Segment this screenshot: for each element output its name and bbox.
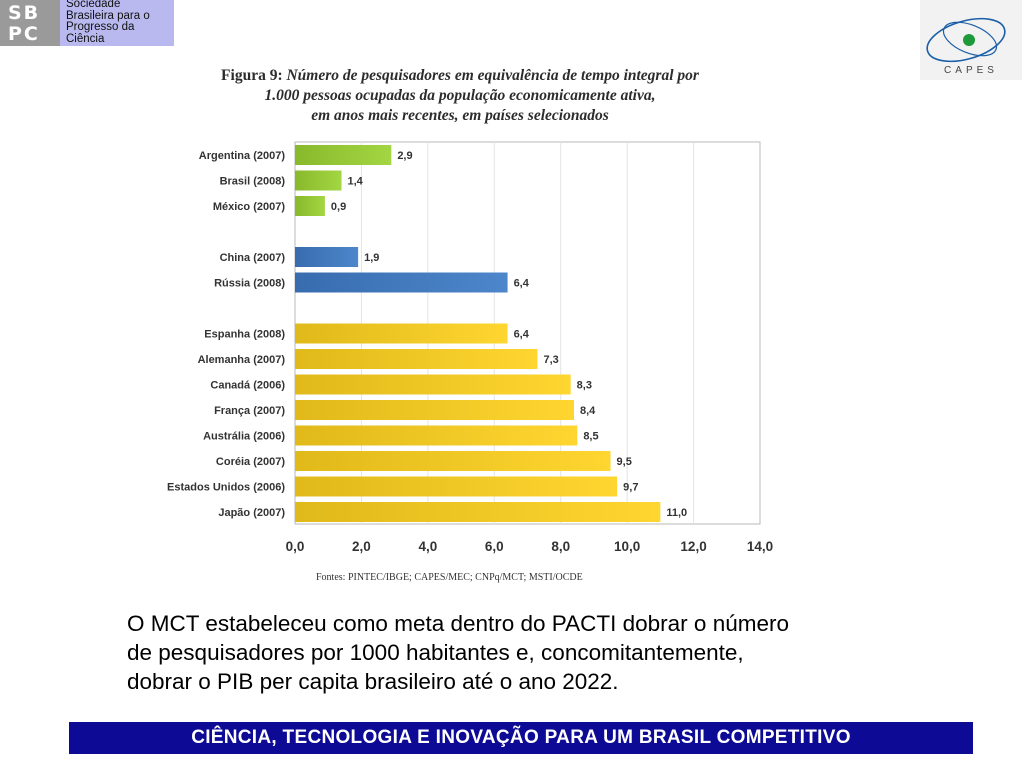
sbpc-logo-line2: PC <box>8 23 40 45</box>
category-label: Estados Unidos (2006) <box>167 482 285 494</box>
body-text: O MCT estabeleceu como meta dentro do PA… <box>127 609 927 696</box>
bar <box>295 196 325 216</box>
figure-title-line: Número de pesquisadores em equivalência … <box>286 67 699 84</box>
sbpc-logo-name: Sociedade Brasileira para o Progresso da… <box>66 0 174 45</box>
category-label: Alemanha (2007) <box>198 354 286 366</box>
figure-title-line: 1.000 pessoas ocupadas da população econ… <box>264 87 656 104</box>
bar <box>295 323 508 344</box>
body-text-line: dobrar o PIB per capita brasileiro até o… <box>127 669 619 694</box>
chart-source: Fontes: PINTEC/IBGE; CAPES/MEC; CNPq/MCT… <box>316 572 583 583</box>
capes-logo: CAPES <box>920 0 1022 80</box>
bar <box>295 247 359 267</box>
data-label: 7,3 <box>543 354 558 366</box>
sbpc-name-line: Progresso da <box>66 21 135 34</box>
sbpc-name-line: Ciência <box>66 32 105 45</box>
sbpc-logo-line1: SB <box>8 2 41 24</box>
sbpc-name-line: Brasileira para o <box>66 9 150 22</box>
data-label: 9,5 <box>617 456 632 468</box>
data-label: 8,4 <box>580 405 596 417</box>
sbpc-name-line: Sociedade <box>66 0 121 10</box>
x-tick-label: 8,0 <box>551 539 570 554</box>
x-tick-label: 4,0 <box>418 539 437 554</box>
category-label: Canadá (2006) <box>210 380 285 392</box>
x-tick-label: 12,0 <box>680 539 706 554</box>
bar-chart: 0,0 2,0 4,0 6,0 8,0 10,0 12,0 14,0 Argentina (20… <box>167 141 773 554</box>
x-tick-label: 6,0 <box>485 539 504 554</box>
body-text-line: O MCT estabeleceu como meta dentro do PA… <box>127 611 789 636</box>
category-label: França (2007) <box>214 405 285 417</box>
x-tick-label: 2,0 <box>352 539 371 554</box>
bar <box>295 476 618 497</box>
capes-logo-text: CAPES <box>944 65 998 76</box>
category-label: México (2007) <box>213 201 285 213</box>
category-label: Coréia (2007) <box>216 456 285 468</box>
bar <box>295 145 392 165</box>
data-label: 9,7 <box>623 482 638 494</box>
category-label: Argentina (2007) <box>199 150 286 162</box>
data-label: 1,9 <box>364 252 379 264</box>
sbpc-logo-mark: SB PC <box>0 0 60 46</box>
bar <box>295 502 661 522</box>
category-label: Austrália (2006) <box>203 431 285 443</box>
figure-title: Figura 9: Número de pesquisadores em equ… <box>140 66 780 126</box>
x-tick-label: 10,0 <box>614 539 640 554</box>
figure-label: Figura 9: <box>221 67 283 84</box>
sbpc-logo: SB PC Sociedade Brasileira para o Progre… <box>0 0 174 46</box>
bar <box>295 170 342 191</box>
data-label: 6,4 <box>514 278 530 290</box>
bar <box>295 349 538 369</box>
body-text-line: de pesquisadores por 1000 habitantes e, … <box>127 640 744 665</box>
data-label: 0,9 <box>331 201 346 213</box>
data-label: 11,0 <box>666 507 687 519</box>
bar <box>295 374 571 395</box>
data-label: 2,9 <box>397 150 412 162</box>
data-label: 8,3 <box>577 380 592 392</box>
category-label: Japão (2007) <box>218 507 285 519</box>
data-label: 6,4 <box>514 329 530 341</box>
bar <box>295 425 578 446</box>
category-label: Espanha (2008) <box>204 329 285 341</box>
data-label: 8,5 <box>583 431 598 443</box>
x-tick-label: 0,0 <box>286 539 305 554</box>
category-label: Brasil (2008) <box>220 176 286 188</box>
category-label: China (2007) <box>220 252 286 264</box>
x-tick-label: 14,0 <box>747 539 773 554</box>
footer-banner: CIÊNCIA, TECNOLOGIA E INOVAÇÃO PARA UM B… <box>69 722 973 754</box>
figure-title-line: em anos mais recentes, em países selecio… <box>311 107 609 124</box>
bar <box>295 272 508 293</box>
capes-orbit-icon <box>926 17 1006 63</box>
category-label: Rússia (2008) <box>214 278 285 290</box>
data-label: 1,4 <box>348 176 364 188</box>
bar <box>295 400 574 420</box>
bar <box>295 451 611 471</box>
